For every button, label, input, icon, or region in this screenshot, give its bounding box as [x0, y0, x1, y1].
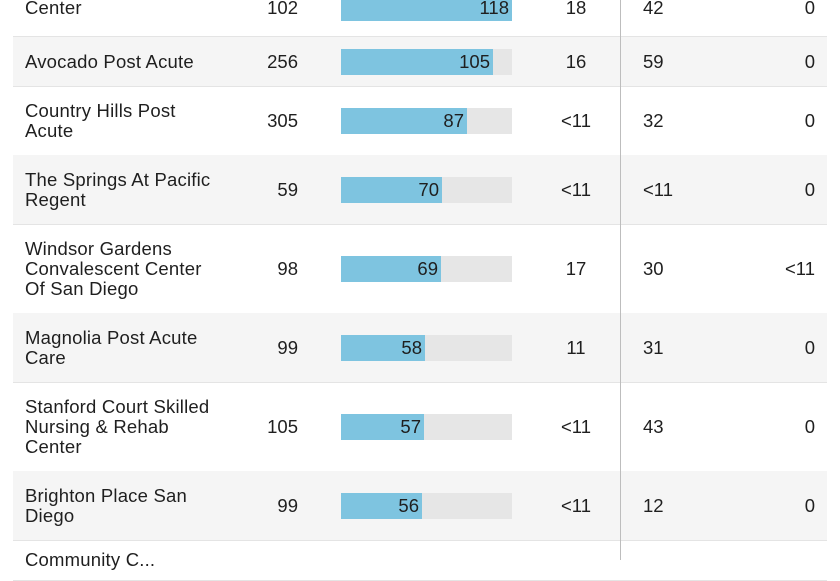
facility-name: The Springs At Pacific Regent	[25, 168, 211, 210]
bar-value-label: 105	[459, 51, 490, 72]
bar-value-label: 70	[418, 179, 439, 200]
table-row: The Springs At Pacific Regent 59 70 <11 <11 0	[13, 155, 827, 225]
facility-name: Brighton Place San Diego	[25, 484, 187, 526]
col4-value: 12	[643, 494, 664, 516]
bar-track: 87	[341, 108, 512, 134]
col4-value: 32	[643, 109, 664, 131]
bar-track: 69	[341, 256, 512, 282]
bar-fill	[341, 49, 493, 75]
col4-value: 31	[643, 336, 664, 358]
col3-value	[553, 540, 599, 580]
facility-name: Stanford Court Skilled Nursing & Rehab C…	[25, 395, 210, 457]
table-row: Brighton Place San Diego 99 56 <11 12 0	[13, 471, 827, 541]
beds-value: 105	[267, 415, 298, 437]
table-row: Avocado Post Acute 256 105 16 59 0	[13, 37, 827, 87]
bar-track: 105	[341, 49, 512, 75]
bar-value-label: 57	[400, 416, 421, 437]
col5-value: 0	[804, 415, 815, 437]
bar-value-label: 87	[443, 110, 464, 131]
bar-value-label: 56	[398, 495, 419, 516]
col3-value: 16	[565, 50, 587, 72]
col5-value: 0	[804, 50, 815, 72]
bar-value-label: 69	[417, 258, 438, 279]
table-row: Center 102 118 18 42 0	[13, 0, 827, 37]
col5-value: 0	[804, 336, 815, 358]
facility-name: Avocado Post Acute	[25, 50, 194, 72]
facility-table: Center 102 118 18 42 0 Avocado Post Acute 256 10…	[13, 0, 827, 581]
bar-fill	[341, 414, 424, 440]
bar-track: 70	[341, 177, 512, 203]
col4-value: 59	[643, 50, 664, 72]
beds-value: 102	[267, 0, 298, 18]
col3-value: <11	[560, 494, 591, 516]
beds-value: 98	[277, 257, 298, 279]
col5-value	[755, 540, 815, 580]
bar-track: 56	[341, 493, 512, 519]
beds-value: 99	[277, 336, 298, 358]
col4-value: 30	[643, 257, 664, 279]
beds-value: 256	[267, 50, 298, 72]
facility-name: Country Hills Post Acute	[25, 99, 176, 141]
table-row: Windsor Gardens Convalescent Center Of S…	[13, 224, 827, 314]
col5-value: 0	[804, 109, 815, 131]
col3-value: <11	[560, 178, 591, 200]
facility-name: Community C...	[25, 549, 156, 570]
col5-value: 0	[804, 178, 815, 200]
beds-value	[238, 540, 298, 580]
table-row: Country Hills Post Acute 305 87 <11 32 0	[13, 86, 827, 156]
bar-fill	[341, 335, 425, 361]
table-row: Community C...	[13, 540, 827, 581]
col3-value: <11	[560, 109, 591, 131]
table-row: Magnolia Post Acute Care 99 58 11 31 0	[13, 313, 827, 383]
facility-name: Windsor Gardens Convalescent Center Of S…	[25, 237, 202, 299]
beds-value: 305	[267, 109, 298, 131]
col5-value: 0	[804, 0, 815, 18]
col4-value: <11	[643, 178, 674, 200]
col4-value	[643, 540, 703, 580]
col5-value: <11	[784, 257, 815, 279]
facility-name: Center	[25, 0, 82, 18]
bar-value-label: 118	[479, 0, 510, 18]
col3-value: <11	[560, 415, 591, 437]
bar-fill	[341, 256, 441, 282]
bar-value-label: 58	[401, 337, 422, 358]
column-divider	[620, 0, 621, 560]
bar-track: 118	[341, 0, 512, 21]
bar-track: 58	[341, 335, 512, 361]
beds-value: 59	[277, 178, 298, 200]
bar-track: 57	[341, 414, 512, 440]
bar-fill	[341, 493, 422, 519]
col4-value: 43	[643, 415, 664, 437]
col5-value: 0	[804, 494, 815, 516]
col4-value: 42	[643, 0, 664, 18]
bar-fill	[341, 0, 512, 21]
col3-value: 11	[566, 336, 586, 358]
facility-name: Magnolia Post Acute Care	[25, 326, 198, 368]
bar-fill	[341, 177, 442, 203]
bar-fill	[341, 108, 467, 134]
col3-value: 18	[565, 0, 587, 18]
beds-value: 99	[277, 494, 298, 516]
table-row: Stanford Court Skilled Nursing & Rehab C…	[13, 382, 827, 472]
col3-value: 17	[565, 257, 587, 279]
